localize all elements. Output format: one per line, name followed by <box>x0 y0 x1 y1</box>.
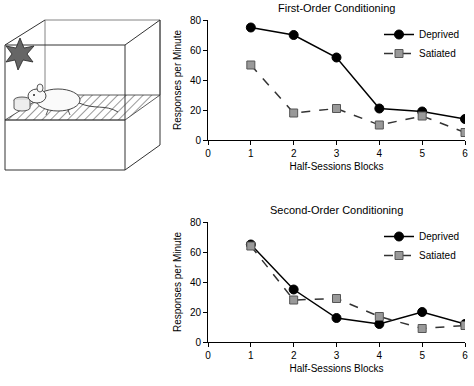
svg-text:0: 0 <box>195 135 201 146</box>
svg-text:Satiated: Satiated <box>419 48 456 59</box>
svg-text:40: 40 <box>190 277 202 288</box>
svg-text:Responses per Minute: Responses per Minute <box>172 30 183 130</box>
svg-text:1: 1 <box>248 148 254 159</box>
svg-text:60: 60 <box>190 247 202 258</box>
svg-text:80: 80 <box>190 217 202 228</box>
svg-text:6: 6 <box>462 148 468 159</box>
svg-text:20: 20 <box>190 307 202 318</box>
svg-text:Second-Order Conditioning: Second-Order Conditioning <box>270 204 403 216</box>
svg-text:5: 5 <box>419 148 425 159</box>
svg-text:3: 3 <box>334 350 340 361</box>
svg-text:Responses per Minute: Responses per Minute <box>172 232 183 332</box>
svg-text:3: 3 <box>334 148 340 159</box>
svg-text:Half-Sessions Blocks: Half-Sessions Blocks <box>290 363 384 374</box>
svg-text:2: 2 <box>291 350 297 361</box>
svg-text:1: 1 <box>248 350 254 361</box>
svg-text:Deprived: Deprived <box>419 231 459 242</box>
svg-text:6: 6 <box>462 350 468 361</box>
svg-text:2: 2 <box>291 148 297 159</box>
svg-text:40: 40 <box>190 75 202 86</box>
svg-text:20: 20 <box>190 105 202 116</box>
svg-text:First-Order Conditioning: First-Order Conditioning <box>278 2 395 14</box>
svg-text:Deprived: Deprived <box>419 29 459 40</box>
svg-text:Satiated: Satiated <box>419 250 456 261</box>
svg-text:0: 0 <box>195 337 201 348</box>
svg-text:4: 4 <box>377 350 383 361</box>
svg-text:4: 4 <box>377 148 383 159</box>
svg-text:0: 0 <box>205 350 211 361</box>
svg-text:60: 60 <box>190 45 202 56</box>
svg-text:80: 80 <box>190 15 202 26</box>
svg-text:5: 5 <box>419 350 425 361</box>
svg-text:Half-Sessions Blocks: Half-Sessions Blocks <box>290 161 384 172</box>
svg-text:0: 0 <box>205 148 211 159</box>
